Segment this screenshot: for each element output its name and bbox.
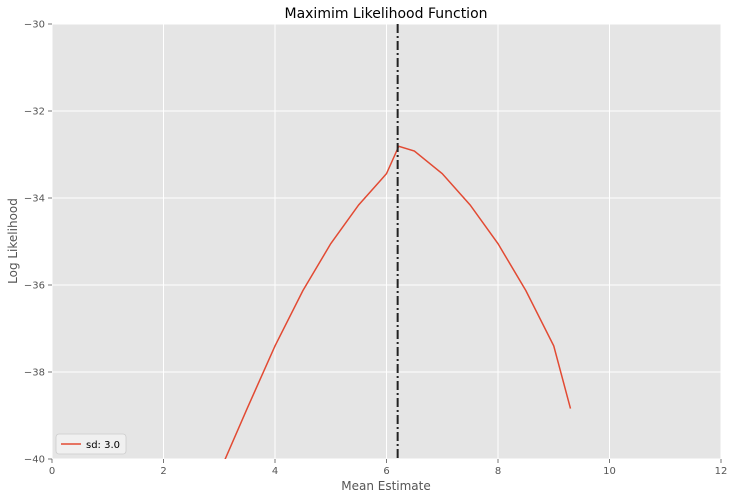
y-tick-label: −32	[24, 107, 45, 118]
y-tick-label: −38	[24, 368, 45, 379]
y-tick-label: −36	[24, 281, 45, 292]
x-tick-label: 10	[603, 466, 616, 477]
x-tick-label: 12	[715, 466, 728, 477]
y-axis-label: Log Likelihood	[6, 198, 20, 284]
y-tick-label: −40	[24, 455, 45, 466]
series-layer	[224, 145, 572, 459]
x-tick-label: 4	[272, 466, 278, 477]
x-tick-label: 0	[49, 466, 55, 477]
x-tick-label: 6	[383, 466, 389, 477]
y-axis-ticks: −40 −38 −36 −34 −32 −30	[24, 20, 52, 466]
x-axis-ticks: 0 2 4 6 8 10 12	[49, 459, 728, 477]
x-tick-label: 8	[495, 466, 501, 477]
x-axis-label: Mean Estimate	[341, 479, 431, 493]
chart-title: Maximim Likelihood Function	[284, 6, 487, 22]
y-tick-label: −30	[24, 20, 45, 31]
x-tick-label: 2	[160, 466, 166, 477]
y-tick-label: −34	[24, 194, 45, 205]
legend: sd: 3.0	[55, 433, 127, 455]
legend-label: sd: 3.0	[86, 440, 120, 451]
series-line-0	[224, 145, 572, 459]
legend-box	[55, 433, 127, 455]
